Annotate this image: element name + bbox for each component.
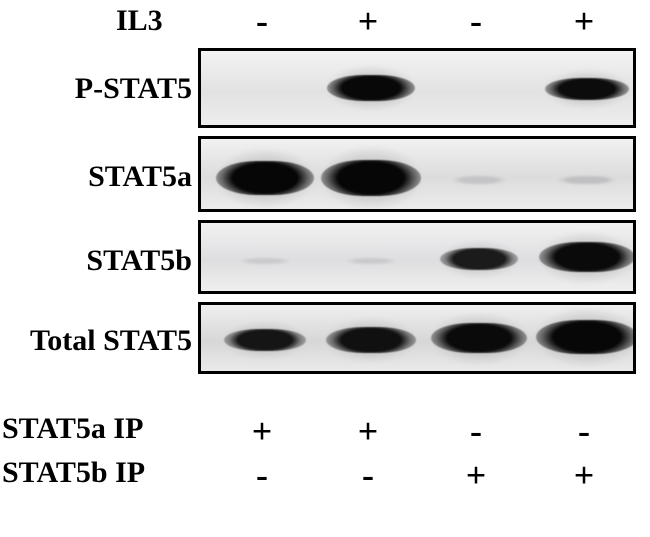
footer1-lane3: + [456, 454, 496, 496]
footer-label-stat5b-ip: STAT5b IP [2, 456, 145, 490]
band-stat5b-lane1 [240, 258, 290, 264]
row-label-pstat5: P-STAT5 [75, 72, 192, 106]
band-stat5a-lane3 [451, 176, 507, 184]
footer-row-stat5b-ip: STAT5b IP - - + + [0, 452, 650, 496]
row-label-stat5b: STAT5b [86, 244, 192, 278]
row-label-totalstat5: Total STAT5 [30, 324, 192, 358]
footer0-lane1: + [242, 410, 282, 452]
blot-stack [198, 48, 636, 382]
band-pstat5-lane4 [545, 78, 629, 100]
footer-rows: STAT5a IP + + - - STAT5b IP - - + + [0, 408, 650, 496]
blot-totalstat5 [198, 302, 636, 374]
band-totalstat5-lane2 [326, 327, 416, 353]
band-stat5b-lane3 [440, 248, 518, 270]
western-blot-figure: IL3 - + - + P-STAT5 STAT5a STAT5b Total … [0, 0, 650, 537]
footer0-lane2: + [348, 410, 388, 452]
blot-stat5b [198, 220, 636, 294]
row-label-stat5a: STAT5a [88, 160, 192, 194]
footer1-lane2: - [348, 454, 388, 496]
header-lane4-value: + [564, 0, 604, 42]
band-totalstat5-lane1 [224, 329, 306, 351]
footer-row-stat5a-ip: STAT5a IP + + - - [0, 408, 650, 452]
band-stat5b-lane2 [346, 258, 396, 264]
band-stat5a-lane1 [216, 161, 314, 195]
blot-stat5a [198, 136, 636, 212]
footer1-lane4: + [564, 454, 604, 496]
band-stat5b-lane4 [539, 242, 635, 272]
band-pstat5-lane2 [327, 75, 415, 101]
footer0-lane3: - [456, 410, 496, 452]
band-totalstat5-lane3 [431, 323, 527, 353]
header-label-il3: IL3 [116, 4, 163, 38]
footer0-lane4: - [564, 410, 604, 452]
header-row: IL3 - + - + [0, 0, 650, 44]
footer-label-stat5a-ip: STAT5a IP [2, 412, 143, 446]
header-lane2-value: + [348, 0, 388, 42]
header-lane3-value: - [456, 0, 496, 42]
band-totalstat5-lane4 [536, 320, 636, 354]
header-lane1-value: - [242, 0, 282, 42]
band-stat5a-lane4 [557, 176, 617, 184]
blot-pstat5 [198, 48, 636, 128]
band-stat5a-lane2 [321, 160, 421, 196]
footer1-lane1: - [242, 454, 282, 496]
